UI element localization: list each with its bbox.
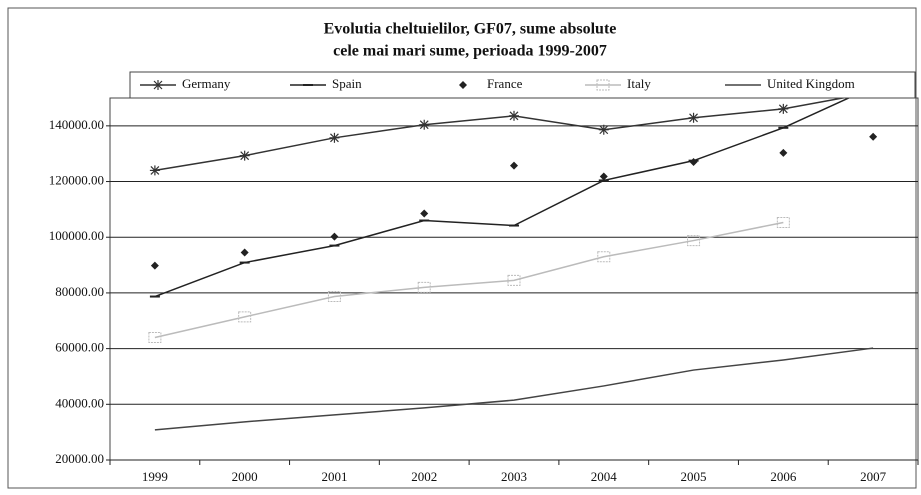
x-tick-label: 2007	[860, 469, 887, 484]
x-tick-label: 2003	[501, 469, 527, 484]
marker	[150, 261, 159, 270]
y-tick-label: 100000.00	[49, 228, 104, 243]
marker	[778, 103, 789, 114]
marker-stroke	[150, 165, 160, 175]
x-tick-label: 1999	[142, 469, 168, 484]
legend	[129, 71, 916, 99]
legend-label: Germany	[182, 76, 231, 91]
series-layer	[148, 98, 878, 431]
marker	[596, 79, 610, 91]
y-tick-label: 120000.00	[49, 173, 104, 188]
marker-stroke	[153, 80, 163, 90]
marker	[329, 132, 340, 143]
chart-title: Evolutia cheltuielilor, GF07, sume absol…	[324, 21, 617, 38]
marker	[597, 251, 611, 263]
y-tick-label: 40000.00	[55, 395, 104, 410]
marker	[776, 216, 790, 228]
series-line	[154, 221, 784, 339]
y-tick-label: 20000.00	[55, 451, 104, 466]
marker	[417, 281, 431, 293]
marker	[419, 119, 430, 130]
marker	[687, 235, 701, 247]
marker	[510, 161, 518, 170]
marker	[459, 81, 467, 89]
chart-title: cele mai mari sume, perioada 1999-2007	[333, 43, 607, 60]
marker	[240, 248, 249, 257]
y-tick-label: 80000.00	[55, 284, 104, 299]
x-tick-label: 2001	[321, 469, 347, 484]
marker	[599, 172, 608, 181]
legend-label: United Kingdom	[767, 76, 855, 91]
marker	[420, 209, 429, 218]
marker	[330, 232, 339, 241]
legend-label: Spain	[332, 76, 362, 91]
marker	[869, 132, 878, 141]
marker	[148, 331, 162, 343]
marker	[509, 110, 519, 121]
marker	[598, 124, 609, 135]
marker	[239, 150, 250, 161]
marker	[507, 274, 521, 286]
marker	[689, 158, 698, 167]
legend-label: France	[487, 76, 523, 91]
marker	[149, 165, 160, 176]
x-tick-label: 2005	[681, 469, 707, 484]
marker-stroke	[599, 125, 609, 135]
legend-label: Italy	[627, 76, 651, 91]
marker	[238, 311, 252, 323]
y-tick-label: 140000.00	[49, 117, 104, 132]
marker	[153, 80, 163, 90]
x-tick-label: 2002	[411, 469, 437, 484]
y-tick-label: 60000.00	[55, 340, 104, 355]
marker-stroke	[509, 111, 519, 121]
marker-stroke	[419, 120, 429, 130]
series-line	[154, 347, 874, 431]
x-tick-label: 2006	[770, 469, 797, 484]
marker-stroke	[330, 133, 339, 143]
marker	[779, 148, 788, 157]
marker	[688, 112, 699, 123]
marker	[327, 291, 341, 303]
marker-stroke	[778, 104, 788, 114]
x-tick-label: 2000	[232, 469, 258, 484]
marker-stroke	[689, 113, 698, 123]
x-tick-label: 2004	[591, 469, 618, 484]
marker-stroke	[240, 151, 250, 161]
